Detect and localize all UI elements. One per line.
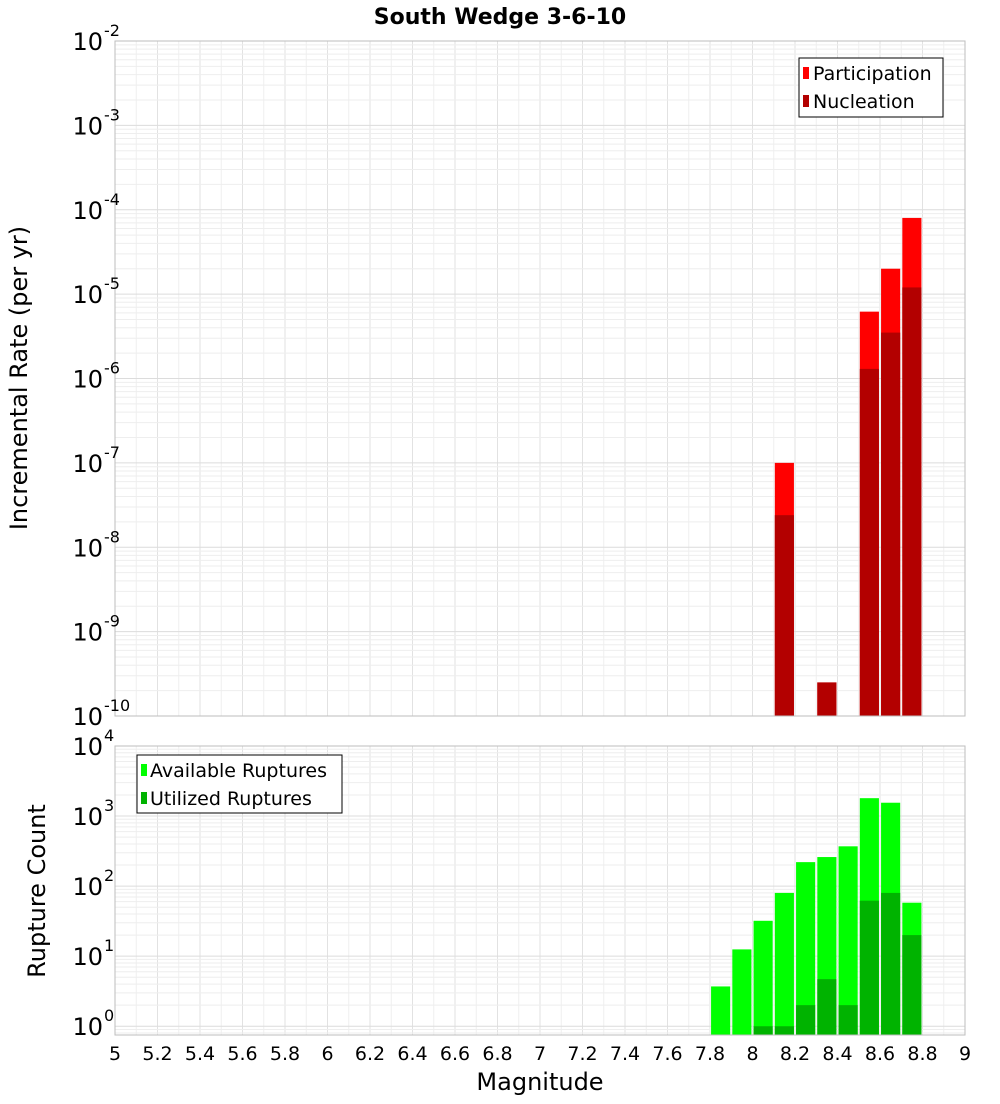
legend-swatch-utilized-ruptures: [141, 792, 147, 804]
x-tick-label: 6.6: [440, 1043, 470, 1065]
x-tick-label: 6: [321, 1043, 333, 1065]
legend-label-participation: Participation: [813, 63, 932, 85]
bottom-legend: Available Ruptures Utilized Ruptures: [136, 754, 343, 814]
top-y-axis-label: Incremental Rate (per yr): [5, 226, 33, 530]
bar-nucleation: [881, 332, 901, 716]
x-tick-label: 7.8: [695, 1043, 725, 1065]
bar-available-ruptures: [732, 949, 752, 1035]
x-tick-label: 5: [109, 1043, 121, 1065]
x-tick-label: 5.2: [142, 1043, 172, 1065]
y-tick-exponent: -5: [104, 274, 120, 293]
y-tick-label: 10: [72, 281, 103, 309]
bar-utilized-ruptures: [859, 900, 879, 1035]
y-tick-exponent: -9: [104, 612, 120, 631]
bar-utilized-ruptures: [753, 1026, 773, 1035]
y-tick-exponent: -7: [104, 443, 120, 462]
bar-utilized-ruptures: [774, 1026, 794, 1035]
x-tick-label: 5.6: [227, 1043, 257, 1065]
bottom-plot-border: [114, 745, 966, 1036]
y-tick-label: 10: [72, 197, 103, 225]
top-bars: [774, 217, 922, 716]
y-tick-label: 10: [72, 112, 103, 140]
x-tick-label: 8.8: [907, 1043, 937, 1065]
x-tick-label: 5.8: [270, 1043, 300, 1065]
bottom-y-axis-label: Rupture Count: [23, 804, 51, 978]
legend-label-utilized-ruptures: Utilized Ruptures: [150, 788, 312, 810]
bar-nucleation: [859, 368, 879, 716]
bar-utilized-ruptures: [902, 935, 922, 1035]
x-tick-label: 7: [534, 1043, 546, 1065]
y-tick-exponent: -3: [104, 105, 120, 124]
x-tick-label: 7.4: [610, 1043, 640, 1065]
x-tick-label: 8: [746, 1043, 758, 1065]
y-tick-label: 10: [72, 534, 103, 562]
bar-utilized-ruptures: [838, 1005, 858, 1035]
y-tick-label: 10: [72, 733, 103, 761]
bar-nucleation: [817, 682, 837, 716]
y-tick-exponent: 1: [104, 936, 114, 955]
top-legend-box: [798, 57, 944, 118]
y-tick-exponent: -10: [104, 696, 130, 715]
y-tick-label: 10: [72, 803, 103, 831]
bar-available-ruptures: [838, 846, 858, 1035]
y-tick-label: 10: [72, 1013, 103, 1041]
y-tick-label: 10: [72, 366, 103, 394]
x-tick-label: 5.4: [185, 1043, 215, 1065]
y-tick-label: 10: [72, 703, 103, 731]
x-tick-label: 8.2: [780, 1043, 810, 1065]
y-tick-label: 10: [72, 28, 103, 56]
y-tick-exponent: -2: [104, 21, 120, 40]
bar-available-ruptures: [711, 986, 731, 1035]
legend-label-available-ruptures: Available Ruptures: [150, 760, 327, 782]
y-tick-exponent: 4: [104, 726, 114, 745]
y-tick-exponent: 3: [104, 796, 114, 815]
legend-swatch-nucleation: [803, 95, 809, 107]
y-tick-exponent: -8: [104, 527, 120, 546]
y-tick-exponent: -6: [104, 359, 120, 378]
y-tick-exponent: 2: [104, 866, 114, 885]
x-tick-label: 9: [959, 1043, 971, 1065]
x-tick-label: 6.2: [355, 1043, 385, 1065]
chart-title: South Wedge 3-6-10: [374, 5, 626, 30]
legend-label-nucleation: Nucleation: [813, 91, 915, 113]
x-tick-label: 6.4: [397, 1043, 427, 1065]
bar-nucleation: [902, 287, 922, 716]
y-tick-label: 10: [72, 450, 103, 478]
legend-swatch-available-ruptures: [141, 764, 147, 776]
legend-swatch-participation: [803, 67, 809, 79]
x-tick-label: 8.4: [822, 1043, 852, 1065]
bar-utilized-ruptures: [817, 979, 837, 1035]
x-tick-label: 7.6: [652, 1043, 682, 1065]
top-grid: [114, 40, 966, 717]
y-tick-label: 10: [72, 873, 103, 901]
y-tick-label: 10: [72, 619, 103, 647]
bottom-bars: [711, 798, 922, 1035]
x-axis-label: Magnitude: [476, 1068, 603, 1096]
top-legend: Participation Nucleation: [798, 57, 944, 118]
top-plot-border: [114, 40, 966, 717]
x-tick-label: 6.8: [482, 1043, 512, 1065]
bottom-legend-box: [136, 754, 343, 814]
y-tick-exponent: -4: [104, 190, 120, 209]
bar-available-ruptures: [774, 892, 794, 1035]
bar-available-ruptures: [753, 920, 773, 1035]
x-tick-label: 7.2: [567, 1043, 597, 1065]
x-tick-label: 8.6: [865, 1043, 895, 1065]
bar-utilized-ruptures: [881, 892, 901, 1035]
bar-utilized-ruptures: [796, 1005, 816, 1035]
bar-available-ruptures: [796, 862, 816, 1035]
y-tick-exponent: 0: [104, 1006, 114, 1025]
bar-nucleation: [774, 515, 794, 716]
x-tick-labels: 5 5.2 5.4 5.6 5.8 6 6.2 6.4 6.6 6.8 7 7.2 7.4 7.6 7.8 8…: [109, 1043, 971, 1065]
y-tick-label: 10: [72, 943, 103, 971]
